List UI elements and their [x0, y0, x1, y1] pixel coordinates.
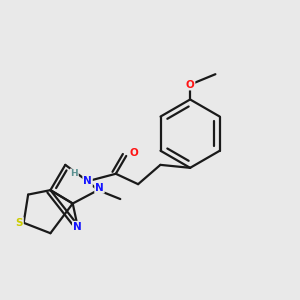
Text: O: O	[186, 80, 194, 90]
Text: N: N	[95, 183, 104, 193]
Text: H: H	[70, 169, 78, 178]
Text: N: N	[73, 222, 82, 232]
Text: O: O	[129, 148, 138, 158]
Text: N: N	[83, 176, 92, 186]
Text: S: S	[16, 218, 23, 228]
